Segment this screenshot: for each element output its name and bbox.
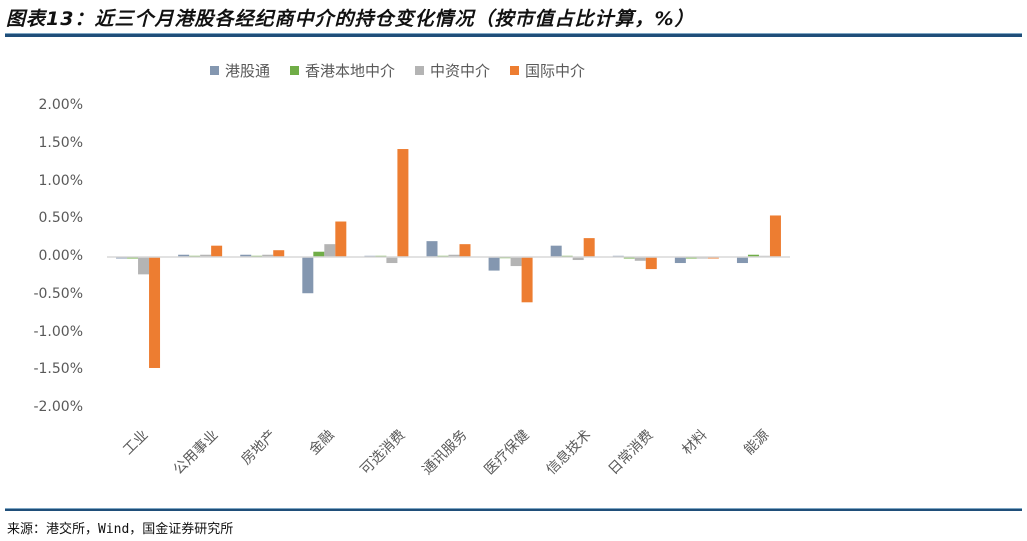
- y-tick-label: -2.00%: [33, 399, 83, 415]
- bar: [736, 257, 748, 264]
- bar: [572, 257, 584, 261]
- bar: [386, 257, 398, 264]
- bar: [302, 257, 314, 294]
- bar: [397, 149, 409, 257]
- legend-item: 港股通: [210, 60, 270, 81]
- bar: [696, 257, 708, 259]
- legend-label: 香港本地中介: [305, 62, 396, 80]
- bar: [623, 257, 635, 259]
- bar: [634, 257, 646, 261]
- bar: [488, 257, 500, 271]
- bar: [645, 257, 657, 270]
- chart-title: 图表13：近三个月港股各经纪商中介的持仓变化情况（按市值占比计算，%）: [6, 8, 695, 30]
- legend-swatch-icon: [510, 66, 520, 75]
- bar: [313, 251, 325, 257]
- bar: [459, 244, 471, 257]
- legend-swatch-icon: [210, 66, 219, 75]
- bar: [240, 254, 252, 257]
- legend-item: 香港本地中介: [290, 60, 395, 81]
- legend-item: 国际中介: [510, 60, 585, 81]
- bar: [324, 244, 336, 257]
- y-tick-label: 1.50%: [38, 134, 83, 151]
- y-tick-label: -1.50%: [33, 361, 83, 378]
- y-tick-label: 0.00%: [38, 248, 83, 264]
- bar: [335, 221, 347, 257]
- legend-label: 国际中介: [525, 62, 586, 80]
- legend-item: 中资中介: [415, 60, 490, 81]
- y-tick-label: -0.50%: [33, 285, 83, 302]
- bar: [262, 254, 274, 257]
- bar: [127, 257, 139, 259]
- bar: [116, 257, 128, 259]
- legend-swatch-icon: [290, 66, 300, 75]
- bar: [448, 254, 460, 257]
- bar: [550, 245, 562, 257]
- bar: [769, 215, 781, 257]
- bar: [707, 257, 719, 259]
- bar: [138, 257, 150, 275]
- y-tick-label: 0.50%: [38, 210, 83, 227]
- bar: [211, 245, 223, 257]
- legend-label: 中资中介: [430, 62, 491, 80]
- source-divider: [5, 508, 1022, 511]
- bar: [149, 257, 161, 368]
- legend: 港股通 香港本地中介 中资中介 国际中介: [210, 60, 585, 81]
- y-tick-label: 2.00%: [38, 97, 83, 113]
- bar: [510, 257, 522, 267]
- bar: [273, 250, 285, 257]
- source-note: 来源：港交所，Wind，国金证券研究所: [7, 522, 234, 537]
- y-tick-label: -1.00%: [33, 323, 83, 340]
- bar: [178, 254, 190, 257]
- bar: [426, 241, 438, 257]
- title-divider: [5, 33, 1022, 37]
- bar: [674, 257, 686, 264]
- bar: [685, 257, 697, 259]
- bar: [747, 254, 759, 257]
- bar: [200, 254, 212, 257]
- legend-swatch-icon: [415, 66, 425, 75]
- legend-label: 港股通: [225, 62, 271, 80]
- y-tick-label: 1.00%: [38, 172, 83, 189]
- bar: [521, 257, 533, 303]
- bar: [583, 238, 595, 257]
